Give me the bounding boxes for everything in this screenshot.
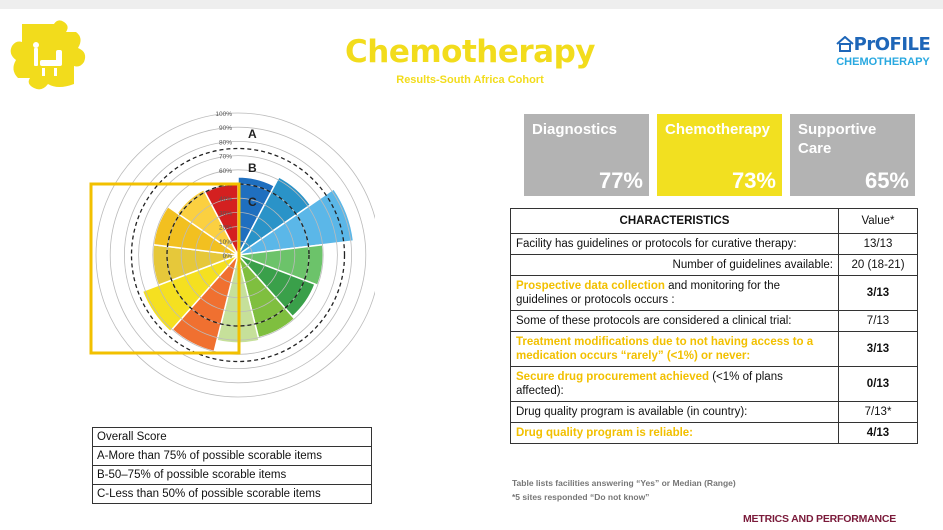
page-title: Chemotherapy — [345, 34, 595, 70]
characteristic-highlight: Secure drug procurement achieved — [516, 371, 710, 383]
characteristic-text: (<1% of plans affected): — [516, 371, 783, 397]
tile-label: Chemotherapy — [665, 121, 771, 138]
tile-supportive-care: Supportive Care 65% — [790, 114, 915, 196]
characteristic-value: 20 (18-21) — [838, 254, 918, 276]
chart-tick-label: 0% — [223, 253, 233, 260]
chart-segment — [141, 254, 239, 333]
score-polar-chart: 100%90%80%70%60%50%40%30%20%10%0%ABC — [89, 111, 375, 398]
chemotherapy-logo-icon — [10, 20, 86, 90]
chart-segment — [237, 187, 355, 256]
page-subtitle: Results-South Africa Cohort — [396, 74, 544, 86]
chart-tick-label: 30% — [219, 210, 232, 217]
characteristic-text: Some of these protocols are considered a… — [516, 315, 792, 327]
characteristic-value: 7/13* — [838, 401, 918, 423]
table-row: Overall Score — [92, 427, 372, 447]
chart-zone-label: A — [248, 127, 257, 141]
chart-tick-label: 90% — [219, 125, 232, 132]
chart-tick-label: 70% — [219, 154, 232, 161]
brand-logo: PrOFILE CHEMOTHERAPY — [823, 34, 943, 68]
characteristic-text: and monitoring for the guidelines or pro… — [516, 280, 780, 306]
tile-value: 65% — [864, 168, 909, 193]
table-row: Facility has guidelines or protocols for… — [510, 233, 918, 255]
chart-ring — [95, 112, 375, 398]
house-icon — [836, 35, 854, 52]
characteristic-label: Number of guidelines available: — [510, 254, 839, 276]
table-row: Drug quality program is available (in co… — [510, 401, 918, 423]
tile-chemotherapy: Chemotherapy 73% — [657, 114, 782, 196]
score-legend-table: Overall Score A-More than 75% of possibl… — [92, 427, 372, 504]
characteristic-highlight: Drug quality program is reliable: — [516, 427, 694, 439]
chart-segment — [176, 188, 239, 256]
characteristic-value: 3/13 — [838, 331, 918, 367]
characteristics-table: CHARACTERISTICS Value* Facility has guid… — [510, 208, 918, 444]
table-row: Prospective data collection and monitori… — [510, 275, 918, 311]
table-footnote: *5 sites responded “Do not know” — [512, 492, 650, 502]
characteristics-header: CHARACTERISTICS — [510, 208, 839, 234]
score-legend-c: C-Less than 50% of possible scorable ite… — [92, 484, 372, 504]
table-note: Table lists facilities answering “Yes” o… — [512, 478, 736, 488]
table-row: Number of guidelines available: 20 (18-21… — [510, 254, 918, 276]
table-row: Drug quality program is reliable: 4/13 — [510, 422, 918, 444]
chart-tick-label: 20% — [219, 225, 232, 232]
chart-tick-label: 60% — [219, 168, 232, 175]
characteristic-label: Facility has guidelines or protocols for… — [510, 233, 839, 255]
chart-highlight-box — [89, 182, 241, 355]
characteristic-label: Drug quality program is available (in co… — [510, 401, 839, 423]
chart-threshold-ring — [166, 183, 310, 327]
characteristic-value: 7/13 — [838, 310, 918, 332]
table-row: Some of these protocols are considered a… — [510, 310, 918, 332]
value-header: Value* — [838, 208, 918, 234]
chart-threshold-ring — [130, 147, 346, 363]
chart-ring — [109, 126, 367, 384]
chart-zone-label: C — [248, 195, 257, 209]
chart-ring — [124, 141, 352, 369]
score-legend-b: B-50–75% of possible scorable items — [92, 465, 372, 485]
table-row: B-50–75% of possible scorable items — [92, 465, 372, 485]
characteristic-value: 13/13 — [838, 233, 918, 255]
tile-value: 73% — [731, 168, 776, 193]
characteristic-label: Secure drug procurement achieved (<1% of… — [510, 366, 839, 402]
table-row: Secure drug procurement achieved (<1% of… — [510, 366, 918, 402]
tile-label: Diagnostics — [532, 121, 618, 138]
chart-tick-label: 10% — [219, 239, 232, 246]
characteristic-label: Some of these protocols are considered a… — [510, 310, 839, 332]
table-row: C-Less than 50% of possible scorable ite… — [92, 484, 372, 504]
top-bar — [0, 0, 943, 9]
characteristic-text: Drug quality program is available (in co… — [516, 406, 748, 418]
table-row: A-More than 75% of possible scorable ite… — [92, 446, 372, 466]
chart-zone-label: B — [248, 161, 257, 175]
characteristic-label: Drug quality program is reliable: — [510, 422, 839, 444]
characteristic-text: Facility has guidelines or protocols for… — [516, 238, 797, 250]
chart-tick-label: 100% — [215, 111, 232, 118]
characteristic-highlight: Treatment modifications due to not havin… — [516, 336, 814, 362]
characteristic-value: 3/13 — [838, 275, 918, 311]
footer-label: METRICS AND PERFORMANCE — [743, 513, 897, 525]
tile-value: 77% — [598, 168, 643, 193]
score-legend-header: Overall Score — [92, 427, 372, 447]
characteristic-text: Number of guidelines available: — [672, 259, 833, 271]
characteristic-label: Prospective data collection and monitori… — [510, 275, 839, 311]
score-legend-a: A-More than 75% of possible scorable ite… — [92, 446, 372, 466]
brand-subtitle: CHEMOTHERAPY — [836, 56, 930, 68]
table-header-row: CHARACTERISTICS Value* — [510, 208, 918, 234]
characteristic-highlight: Prospective data collection — [516, 280, 665, 292]
chart-tick-label: 40% — [219, 196, 232, 203]
characteristic-label: Treatment modifications due to not havin… — [510, 331, 839, 367]
tile-label: Supportive Care — [798, 121, 877, 157]
characteristic-value: 4/13 — [838, 422, 918, 444]
tile-diagnostics: Diagnostics 77% — [524, 114, 649, 196]
characteristic-value: 0/13 — [838, 366, 918, 402]
brand-name: PrOFILE — [823, 34, 943, 55]
chart-tick-label: 80% — [219, 139, 232, 146]
table-row: Treatment modifications due to not havin… — [510, 331, 918, 367]
